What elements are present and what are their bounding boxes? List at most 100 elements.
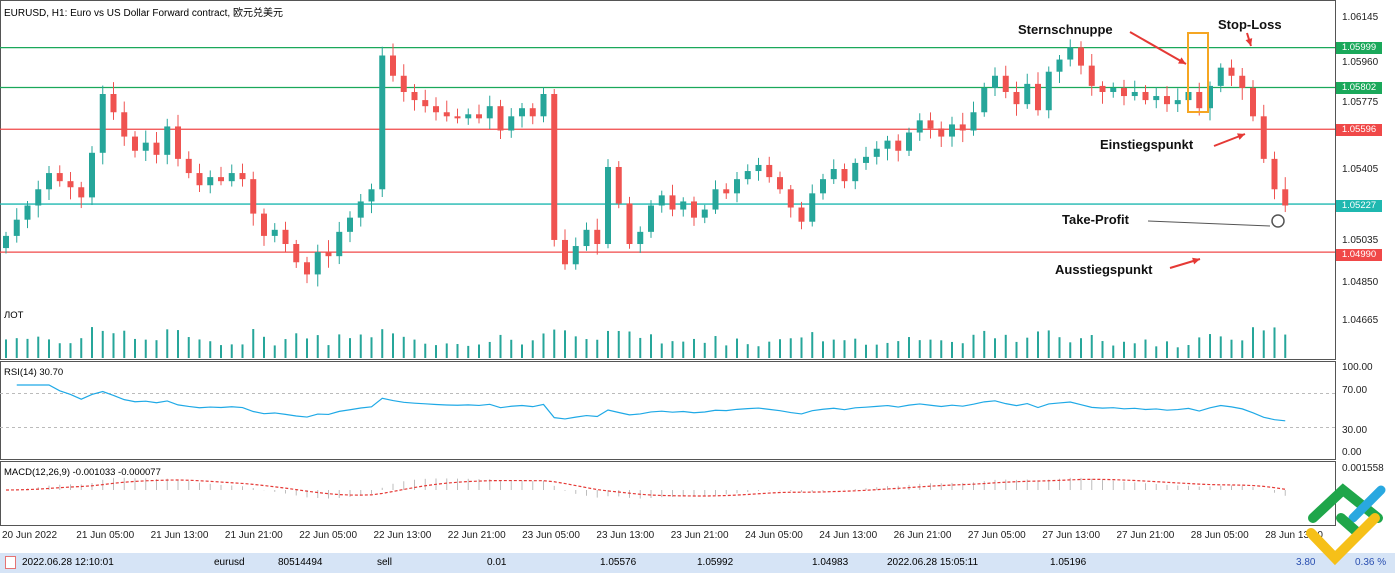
candle-body [1239, 75, 1246, 88]
time-tick: 27 Jun 05:00 [967, 530, 1026, 541]
candle-body [959, 124, 966, 131]
volume-bar [564, 330, 566, 358]
shooting-star-arrow-head [1178, 57, 1186, 64]
time-tick: 23 Jun 05:00 [522, 530, 580, 541]
volume-bar [650, 334, 652, 358]
volume-bar [1198, 337, 1201, 358]
volume-bar [886, 342, 889, 358]
volume-bar [80, 338, 83, 358]
trade-icon [5, 556, 16, 569]
candle-body [669, 195, 676, 210]
volume-bar [703, 342, 706, 358]
volume-bar [435, 345, 437, 358]
volume-bar [542, 333, 545, 358]
volume-bar [961, 343, 964, 358]
volume-bar [531, 340, 534, 358]
candle-body [605, 166, 611, 245]
candle-body [723, 189, 730, 194]
rsi-line [16, 384, 1286, 422]
time-tick: 28 Jun 05:00 [1190, 530, 1249, 541]
volume-bar [273, 345, 276, 358]
candle-body [1045, 71, 1052, 111]
level-tag-3: 1.05596 [1336, 124, 1382, 136]
volume-bar [940, 340, 943, 358]
trade-profit: 3.80 [1296, 557, 1316, 568]
volume-bar [166, 329, 169, 358]
volume-bar [381, 329, 384, 358]
volume-bar [5, 339, 7, 358]
annotation-entry: Einstiegspunkt [1100, 137, 1194, 152]
candle-body [99, 94, 106, 153]
volume-bar [1209, 334, 1211, 358]
trade-volume: 0.01 [487, 557, 507, 568]
trade-row[interactable]: 2022.06.28 12:10:01 eurusd 80514494 sell… [0, 553, 1395, 573]
volume-bar [660, 343, 663, 358]
volume-bar [37, 336, 40, 358]
rsi-panel-frame [0, 361, 1336, 460]
candle-body [1002, 75, 1009, 92]
time-tick: 22 Jun 05:00 [299, 530, 358, 541]
macd-panel-frame [0, 461, 1336, 526]
candle-body [325, 252, 332, 257]
macd-label: MACD(12,26,9) -0.001033 -0.000077 [4, 467, 161, 478]
volume-bar [478, 344, 480, 358]
candle-body [626, 203, 633, 245]
trade-open-time: 2022.06.28 12:10:01 [22, 557, 114, 568]
candle-body [873, 148, 880, 157]
volume-bar [832, 339, 835, 358]
volume-bar [1166, 341, 1168, 358]
candle-body [443, 112, 450, 117]
candle-body [357, 201, 364, 218]
candle-body [551, 94, 558, 240]
volume-bar [1026, 337, 1029, 358]
candle-body [132, 136, 138, 151]
stop-loss-arrow-head [1245, 38, 1253, 46]
candle-body [1024, 83, 1031, 105]
level-tag-1: 1.05999 [1336, 42, 1382, 54]
time-tick: 22 Jun 21:00 [447, 530, 506, 541]
volume-bar [263, 336, 265, 358]
volume-bar [69, 343, 72, 358]
candle-body [390, 55, 396, 76]
volume-bar [1252, 327, 1254, 358]
volume-bar [306, 338, 308, 358]
volume-bar [617, 330, 620, 358]
candle-body [336, 231, 343, 257]
candle-body [1260, 116, 1267, 159]
time-tick: 23 Jun 13:00 [596, 530, 655, 541]
candle-body [970, 112, 977, 131]
time-tick: 24 Jun 05:00 [745, 530, 803, 541]
volume-bar [1262, 330, 1265, 358]
trade-close-time: 2022.06.28 15:05:11 [887, 557, 979, 568]
volume-bar [1219, 336, 1222, 358]
volume-bar [370, 337, 373, 358]
volume-bar [15, 338, 18, 358]
candle-body [1035, 83, 1041, 111]
candle-body [218, 177, 224, 182]
volume-bar [1058, 337, 1061, 358]
candle-body [1271, 158, 1278, 190]
rsi-tick: 0.00 [1342, 447, 1362, 458]
trade-symbol: eurusd [214, 557, 245, 568]
volume-bar [1187, 345, 1190, 358]
volume-bar [714, 336, 717, 358]
candle-body [734, 179, 740, 194]
candle-body [433, 106, 439, 113]
candle-body [1142, 91, 1149, 101]
candle-body [680, 201, 687, 210]
candle-body [572, 246, 579, 265]
volume-bar [1090, 335, 1093, 358]
volume-bar [198, 339, 201, 358]
time-tick: 26 Jun 21:00 [893, 530, 952, 541]
volume-bar [843, 340, 846, 358]
candle-body [712, 189, 719, 210]
volume-bar [994, 338, 996, 358]
candle-body [895, 140, 902, 151]
candle-body [250, 179, 257, 214]
volume-bar [768, 341, 771, 358]
candle-body [529, 108, 536, 117]
volume-bar [736, 338, 738, 358]
candle-body [938, 128, 945, 137]
entry-arrow-head [1237, 133, 1245, 140]
